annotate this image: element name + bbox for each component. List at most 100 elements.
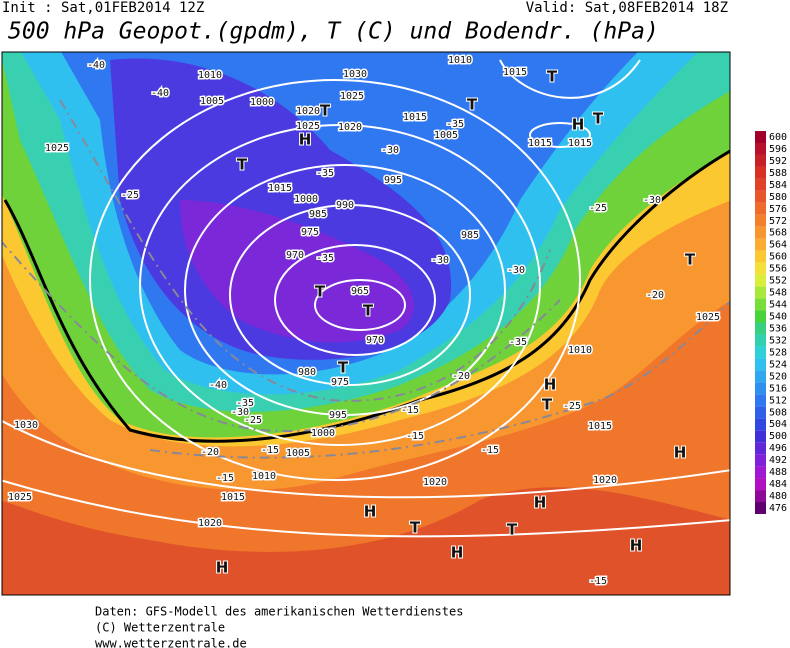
contour-label: 1030 [343,69,367,80]
legend-label: 540 [769,312,787,323]
legend-swatch [755,442,766,455]
legend-swatch [755,226,766,239]
legend-label: 480 [769,491,787,502]
legend-label: 524 [769,359,787,370]
legend-swatch [755,490,766,503]
contour-label: -20 [646,290,664,301]
legend-label: 584 [769,180,787,191]
pressure-center: H [364,503,377,521]
legend-label: 552 [769,276,787,287]
contour-label: 965 [351,286,369,297]
map-title: 500 hPa Geopot.(gpdm), T (C) und Bodendr… [8,19,659,45]
contour-label: 1005 [434,130,458,141]
contour-label: -15 [401,405,419,416]
contour-label: 970 [366,335,384,346]
legend-label: 492 [769,455,787,466]
contour-label: -25 [563,401,581,412]
pressure-center: H [674,444,687,462]
contour-label: 1025 [696,312,720,323]
pressure-center: T [547,68,558,86]
contour-label: -35 [316,168,334,179]
legend-swatch [755,466,766,479]
pressure-center: T [338,359,349,377]
contour-label: 1020 [296,106,320,117]
legend-swatch [755,454,766,467]
contour-label: 1030 [14,420,38,431]
legend-label: 572 [769,216,787,227]
contour-label: 970 [286,250,304,261]
contour-label: -35 [509,337,527,348]
legend-swatch [755,394,766,407]
legend-label: 528 [769,347,787,358]
legend-label: 496 [769,443,787,454]
legend-label: 500 [769,431,787,442]
legend-label: 596 [769,144,787,155]
pressure-center: T [237,156,248,174]
contour-label: -15 [261,445,279,456]
legend-swatch [755,382,766,395]
map-field [2,52,730,595]
contour-label: 1015 [568,138,592,149]
legend-label: 508 [769,407,787,418]
legend-label: 516 [769,383,787,394]
contour-label: -35 [236,398,254,409]
contour-label: 1020 [198,518,222,529]
contour-label: -25 [244,415,262,426]
pressure-center: T [363,302,374,320]
contour-label: 1015 [221,492,245,503]
contour-label: -15 [481,445,499,456]
contour-label: 1000 [311,428,335,439]
legend-swatch [755,131,766,143]
footer-line: www.wetterzentrale.de [95,637,247,648]
contour-label: 1020 [423,477,447,488]
contour-label: 1015 [268,183,292,194]
pressure-center: T [685,251,696,269]
legend-swatch [755,346,766,359]
contour-label: -30 [431,255,449,266]
legend-swatch [755,370,766,383]
contour-label: 995 [384,175,402,186]
legend-swatch [755,358,766,371]
legend-swatch [755,202,766,215]
contour-label: 1025 [340,91,364,102]
legend-label: 548 [769,288,787,299]
legend-label: 532 [769,335,787,346]
footer-line: Daten: GFS-Modell des amerikanischen Wet… [95,605,463,619]
contour-label: -30 [507,265,525,276]
contour-label: 995 [329,410,347,421]
legend-swatch [755,262,766,275]
legend-swatch [755,298,766,311]
pressure-center: T [507,521,518,539]
legend-swatch [755,154,766,167]
contour-label: -30 [231,407,249,418]
contour-label: -20 [201,447,219,458]
valid-time: Valid: Sat,08FEB2014 18Z [526,0,728,16]
legend-label: 600 [769,132,787,143]
contour-label: 1020 [593,475,617,486]
legend-swatch [755,274,766,287]
contour-label: 1005 [200,96,224,107]
contour-label: -15 [589,576,607,587]
contour-label: 985 [461,230,479,241]
pressure-center: T [467,96,478,114]
legend-label: 544 [769,300,787,311]
legend-swatch [755,214,766,227]
contour-label: 1000 [250,97,274,108]
contour-label: -40 [151,88,169,99]
pressure-center: H [630,537,643,555]
contour-label: 1000 [294,194,318,205]
contour-label: 1025 [296,121,320,132]
legend-swatch [755,418,766,431]
pressure-center: T [542,396,553,414]
legend-label: 476 [769,503,787,514]
legend-label: 568 [769,228,787,239]
contour-label: 990 [336,200,354,211]
legend-swatch [755,142,766,155]
contour-label: 1015 [588,421,612,432]
legend-label: 576 [769,204,787,215]
legend-label: 488 [769,467,787,478]
legend-swatch [755,502,766,514]
map-frame [1,51,731,596]
contour-label: -25 [121,190,139,201]
